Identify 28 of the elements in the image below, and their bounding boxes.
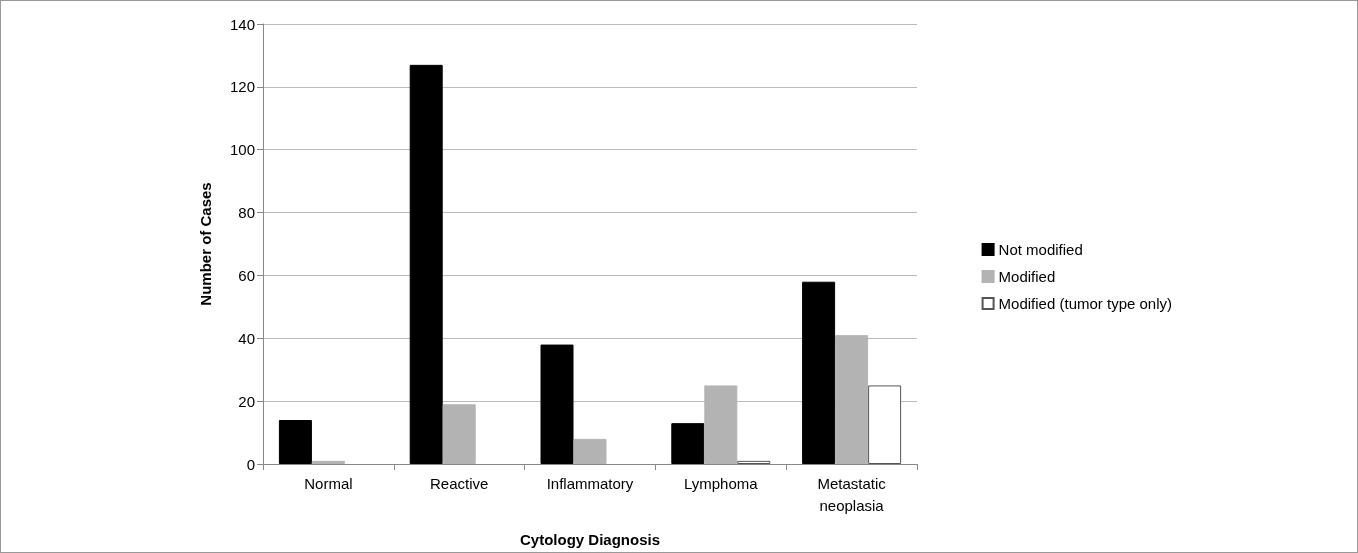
- y-axis-title: Number of Cases: [197, 182, 214, 306]
- y-tick-label: 100: [229, 141, 255, 159]
- legend-label: Not modified: [998, 241, 1083, 258]
- y-tick-label: 140: [229, 15, 255, 33]
- y-tick-label: 120: [229, 78, 255, 96]
- bar: [540, 344, 574, 464]
- bar: [311, 460, 345, 464]
- bar: [802, 281, 836, 464]
- legend-label: Modified: [998, 268, 1056, 285]
- x-tick-label: Inflammatory: [546, 474, 634, 492]
- y-tick-label: 0: [246, 455, 255, 473]
- bar: [671, 423, 705, 464]
- x-tick-label: Lymphoma: [683, 474, 759, 492]
- legend-label: Modified (tumor type only): [998, 295, 1173, 312]
- y-tick-label: 60: [238, 266, 255, 284]
- bar: [573, 438, 607, 464]
- y-tick-label: 40: [238, 329, 255, 347]
- x-tick-label: Normal: [304, 474, 353, 492]
- bar: [442, 404, 476, 464]
- bar: [278, 420, 312, 464]
- y-tick-label: 20: [238, 392, 255, 410]
- x-tick-label: Metastatic neoplasia: [817, 474, 887, 514]
- y-tick-label: 80: [238, 204, 255, 222]
- bar: [737, 460, 771, 464]
- bar: [409, 64, 443, 464]
- bar: [868, 385, 902, 464]
- x-tick-label: Reactive: [430, 474, 489, 492]
- x-axis-title: Cytology Diagnosis: [519, 531, 661, 548]
